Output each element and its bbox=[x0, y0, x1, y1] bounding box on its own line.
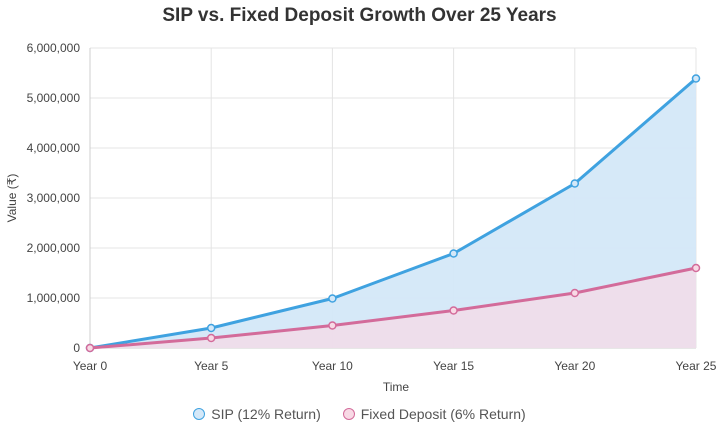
legend-swatch bbox=[342, 408, 355, 420]
legend: SIP (12% Return) Fixed Deposit (6% Return… bbox=[0, 406, 719, 422]
y-tick-label: 2,000,000 bbox=[27, 241, 81, 255]
y-tick-label: 4,000,000 bbox=[27, 141, 81, 155]
chart-title: SIP vs. Fixed Deposit Growth Over 25 Yea… bbox=[162, 5, 557, 26]
legend-swatch bbox=[193, 408, 206, 420]
x-tick-label: Year 20 bbox=[554, 359, 595, 373]
data-point bbox=[449, 306, 458, 315]
legend-item[interactable]: SIP (12% Return) bbox=[193, 406, 321, 422]
data-point bbox=[206, 323, 216, 333]
y-tick-label: 3,000,000 bbox=[27, 191, 81, 205]
legend-label: Fixed Deposit (6% Return) bbox=[360, 406, 526, 422]
series-area-0 bbox=[90, 78, 696, 348]
x-tick-label: Year 15 bbox=[433, 359, 474, 373]
x-tick-label: Year 25 bbox=[676, 359, 717, 373]
series-line-0 bbox=[89, 77, 697, 350]
y-tick-label: 6,000,000 bbox=[27, 41, 81, 55]
x-tick-label: Year 5 bbox=[194, 359, 229, 373]
data-point bbox=[85, 343, 95, 353]
legend-label: SIP (12% Return) bbox=[211, 406, 321, 422]
series-line-1 bbox=[89, 266, 697, 350]
x-axis-title: Time bbox=[383, 380, 410, 394]
data-point bbox=[570, 288, 580, 298]
legend-item[interactable]: Fixed Deposit (6% Return) bbox=[342, 406, 526, 422]
data-point bbox=[328, 321, 337, 330]
x-tick-label: Year 10 bbox=[312, 359, 353, 373]
y-tick-label: 0 bbox=[73, 341, 80, 355]
data-point bbox=[570, 179, 580, 188]
data-point bbox=[691, 74, 701, 83]
x-tick-label: Year 0 bbox=[73, 359, 108, 373]
y-tick-label: 1,000,000 bbox=[27, 291, 81, 305]
data-point bbox=[328, 294, 337, 303]
y-axis-title: Value (₹) bbox=[5, 174, 19, 223]
y-tick-label: 5,000,000 bbox=[27, 91, 81, 105]
data-point bbox=[691, 263, 701, 273]
series-area-1 bbox=[90, 268, 696, 348]
data-point bbox=[206, 333, 216, 343]
data-point bbox=[449, 249, 458, 258]
